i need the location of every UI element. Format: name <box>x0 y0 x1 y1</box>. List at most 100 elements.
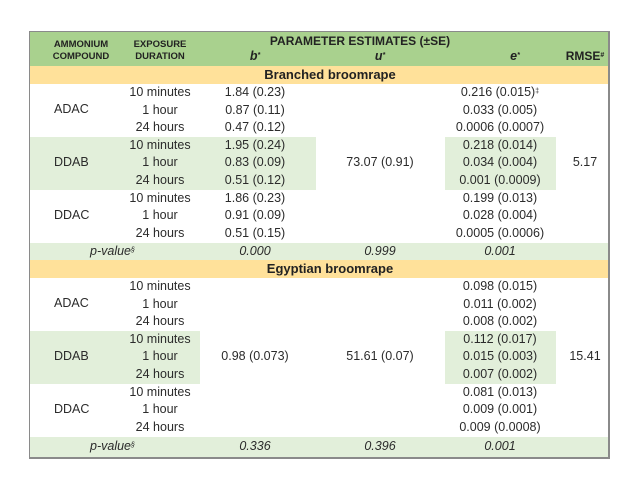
e-cell-value: 0.216 (0.015) <box>460 85 536 99</box>
pvalue-label-text: p-value <box>90 244 131 258</box>
header-e-label: e <box>510 49 518 63</box>
section-title-branched: Branched broomrape <box>264 67 396 82</box>
duration-cell: 24 hours <box>135 225 185 240</box>
duration-cell: 10 minutes <box>129 279 191 293</box>
header-rmse-sup: # <box>600 52 605 59</box>
compound-ddac: DDAC <box>54 402 90 416</box>
header-group-title: PARAMETER ESTIMATES (±SE) <box>269 34 451 48</box>
b-cell: 0.83 (0.09) <box>224 155 286 170</box>
section-band-egyptian <box>30 260 608 278</box>
e-cell: 0.009 (0.001) <box>462 402 538 417</box>
rmse-cell-egyptian: 15.41 <box>569 349 601 363</box>
pvalue-b-branched: 0.000 <box>239 244 271 258</box>
rmse-cell-branched: 5.17 <box>572 155 598 169</box>
e-cell: 0.0006 (0.0007) <box>455 120 545 135</box>
header-rmse: RMSE# <box>555 48 615 66</box>
b-column: 1.84 (0.23) 0.87 (0.11) 0.47 (0.12) 1.95… <box>210 84 300 242</box>
highlight-ddab-egyptian <box>30 331 200 384</box>
e-cell: 0.218 (0.014) <box>462 137 538 152</box>
e-cell: 0.011 (0.002) <box>463 296 537 311</box>
section-band-branched <box>30 66 608 84</box>
duration-cell: 10 minutes <box>129 384 191 399</box>
header-u: u* <box>355 48 405 66</box>
e-cell: 0.034 (0.004) <box>462 155 538 170</box>
e-cell: 0.098 (0.015) <box>462 279 538 293</box>
compound-ddab: DDAB <box>54 349 89 363</box>
duration-cell: 24 hours <box>135 314 185 329</box>
duration-cell: 1 hour <box>142 155 178 170</box>
duration-cell: 1 hour <box>142 349 178 364</box>
header-compound-line1: AMMONIUM <box>53 39 109 50</box>
header-e-sup: * <box>517 52 520 59</box>
pvalue-u-egyptian: 0.396 <box>364 439 396 453</box>
e-column: 0.098 (0.015) 0.011 (0.002) 0.008 (0.002… <box>435 278 565 436</box>
e-cell: 0.033 (0.005) <box>462 102 538 117</box>
duration-column: 10 minutes 1 hour 24 hours 10 minutes 1 … <box>110 84 210 242</box>
b-cell: 0.51 (0.15) <box>224 225 286 240</box>
duration-cell: 10 minutes <box>129 190 191 205</box>
e-column: 0.216 (0.015)‡ 0.033 (0.005) 0.0006 (0.0… <box>435 84 565 242</box>
pvalue-row-egyptian <box>30 437 608 457</box>
pvalue-b-egyptian: 0.336 <box>239 439 271 453</box>
b-cell: 1.84 (0.23) <box>224 85 286 99</box>
duration-cell: 1 hour <box>142 296 178 311</box>
duration-cell: 1 hour <box>142 208 178 223</box>
header-duration-line1: EXPOSURE <box>133 39 187 50</box>
e-cell: 0.112 (0.017) <box>463 331 537 346</box>
highlight-ddab-e-egyptian <box>445 331 556 384</box>
header-duration: EXPOSURE DURATION <box>110 39 210 63</box>
e-cell-sup: ‡ <box>535 88 540 95</box>
header-compound-line2: COMPOUND <box>52 51 110 62</box>
pvalue-label-branched: p-value§ <box>90 243 135 261</box>
highlight-ddab-b <box>30 137 316 190</box>
pvalue-sup: § <box>131 247 135 254</box>
duration-cell: 10 minutes <box>129 331 191 346</box>
e-cell: 0.0005 (0.0006) <box>455 225 545 240</box>
pvalue-row-branched <box>30 243 608 260</box>
b-cell: 1.86 (0.23) <box>224 190 286 205</box>
header-u-sup: * <box>382 52 386 59</box>
compound-ddab: DDAB <box>54 155 89 169</box>
e-cell: 0.081 (0.013) <box>462 384 538 399</box>
e-cell: 0.015 (0.003) <box>462 349 538 364</box>
u-cell-egyptian: 51.61 (0.07) <box>346 349 414 363</box>
compound-ddac: DDAC <box>54 208 90 222</box>
header-b-label: b <box>249 49 258 63</box>
e-cell: 0.028 (0.004) <box>462 208 538 223</box>
e-cell: 0.008 (0.002) <box>462 314 538 329</box>
e-cell: 0.009 (0.0008) <box>459 419 541 434</box>
table-header <box>30 32 608 66</box>
pvalue-e-branched: 0.001 <box>484 244 516 258</box>
header-e: e* <box>490 48 540 66</box>
b-cell-egyptian: 0.98 (0.073) <box>221 349 289 363</box>
b-cell: 0.51 (0.12) <box>224 172 286 187</box>
e-cell: 0.007 (0.002) <box>462 366 538 381</box>
header-u-label: u <box>374 49 383 63</box>
duration-cell: 10 minutes <box>129 85 191 99</box>
duration-cell: 24 hours <box>135 419 185 434</box>
highlight-ddab-e <box>445 137 556 190</box>
duration-cell: 1 hour <box>142 402 178 417</box>
parameter-estimates-table: AMMONIUM COMPOUND EXPOSURE DURATION PARA… <box>29 31 610 459</box>
compound-adac: ADAC <box>54 296 89 310</box>
duration-cell: 24 hours <box>135 366 185 381</box>
duration-column: 10 minutes 1 hour 24 hours 10 minutes 1 … <box>110 278 210 436</box>
header-compound: AMMONIUM COMPOUND <box>30 39 132 63</box>
duration-cell: 10 minutes <box>129 137 191 152</box>
duration-cell: 24 hours <box>135 172 185 187</box>
pvalue-label-egyptian: p-value§ <box>90 438 135 456</box>
header-rmse-label: RMSE <box>565 49 601 63</box>
b-cell: 1.95 (0.24) <box>224 137 286 152</box>
b-cell: 0.47 (0.12) <box>224 120 286 135</box>
duration-cell: 1 hour <box>142 102 178 117</box>
header-b: b* <box>230 48 280 66</box>
header-b-sup: * <box>257 52 261 59</box>
b-cell: 0.87 (0.11) <box>225 102 285 117</box>
u-cell-branched: 73.07 (0.91) <box>346 155 414 169</box>
duration-cell: 24 hours <box>135 120 185 135</box>
pvalue-u-branched: 0.999 <box>364 244 396 258</box>
pvalue-sup: § <box>131 442 135 449</box>
pvalue-label-text: p-value <box>90 439 131 453</box>
header-duration-line2: DURATION <box>135 51 185 62</box>
b-cell: 0.91 (0.09) <box>224 208 286 223</box>
